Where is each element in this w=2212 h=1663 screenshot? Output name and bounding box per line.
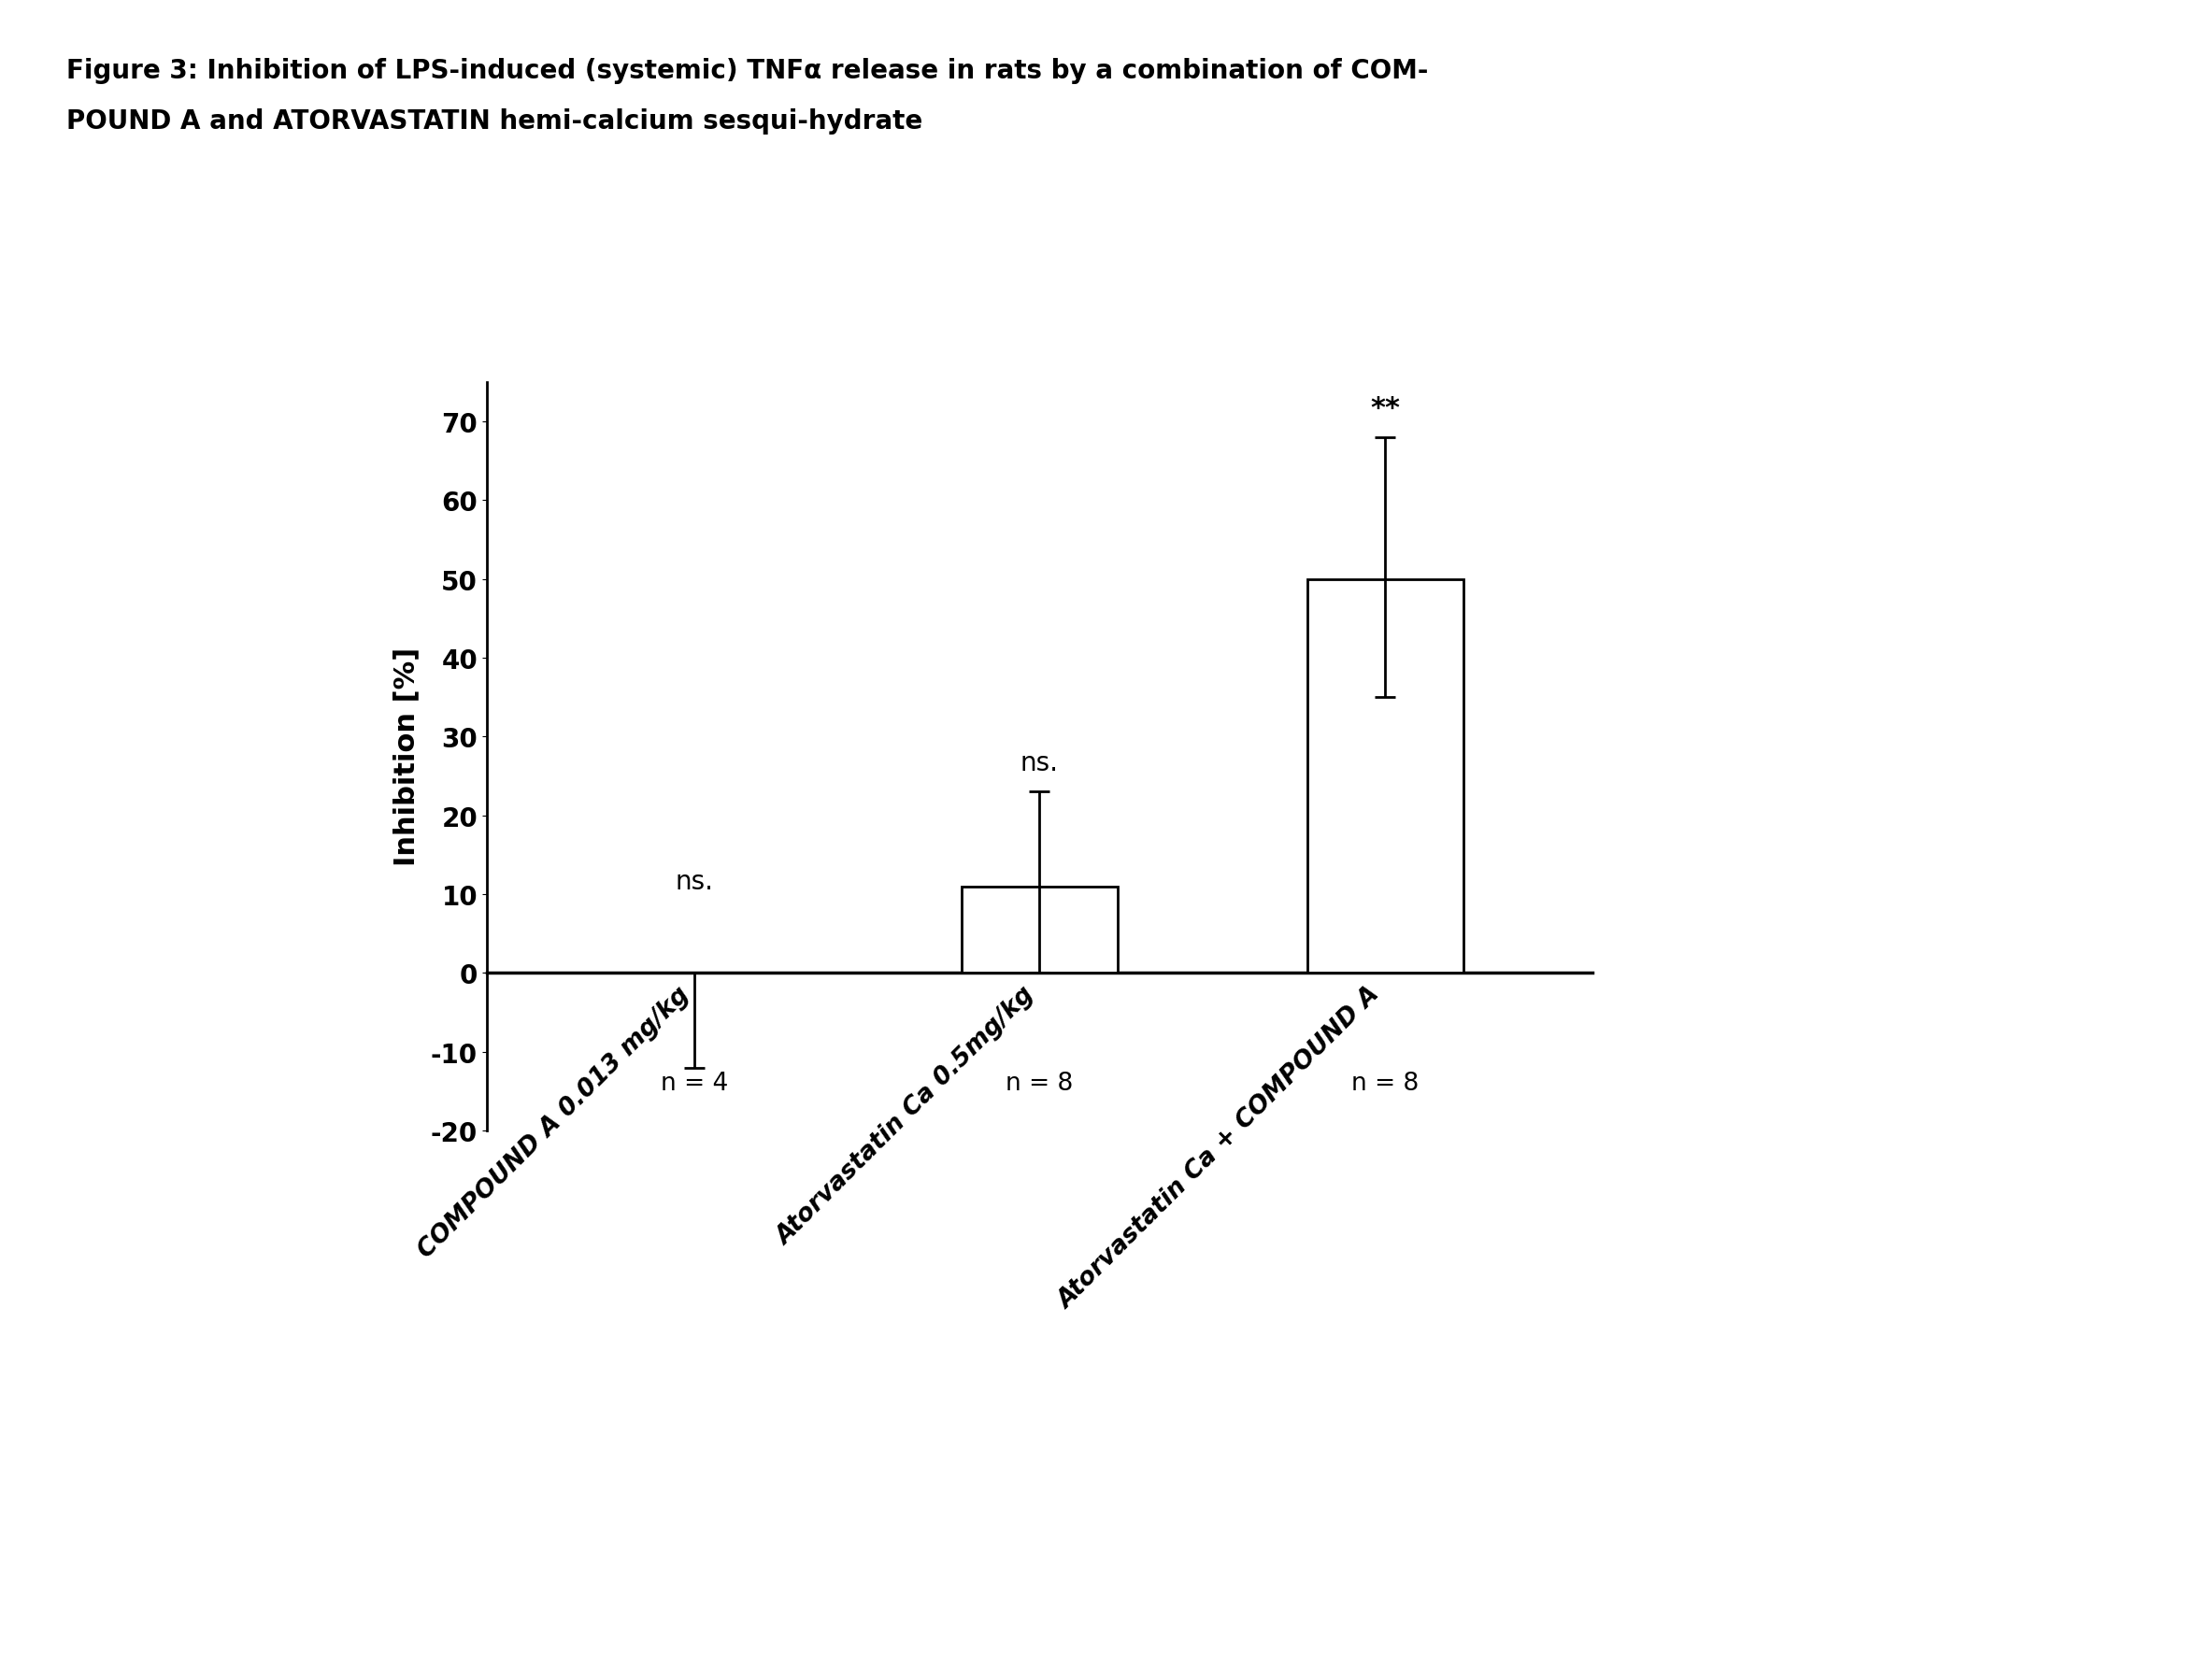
Text: Figure 3: Inhibition of LPS-induced (systemic) TNFα release in rats by a combina: Figure 3: Inhibition of LPS-induced (sys… — [66, 58, 1429, 85]
Text: n = 8: n = 8 — [1352, 1071, 1420, 1096]
Text: ns.: ns. — [1020, 750, 1060, 777]
Text: n = 8: n = 8 — [1006, 1071, 1073, 1096]
Text: **: ** — [1369, 394, 1400, 422]
Bar — [1307, 579, 1462, 973]
Bar — [962, 886, 1117, 973]
Text: n = 4: n = 4 — [659, 1071, 728, 1096]
Y-axis label: Inhibition [%]: Inhibition [%] — [394, 647, 420, 866]
Text: ns.: ns. — [675, 868, 712, 895]
Text: POUND A and ATORVASTATIN hemi-calcium sesqui-hydrate: POUND A and ATORVASTATIN hemi-calcium se… — [66, 108, 922, 135]
